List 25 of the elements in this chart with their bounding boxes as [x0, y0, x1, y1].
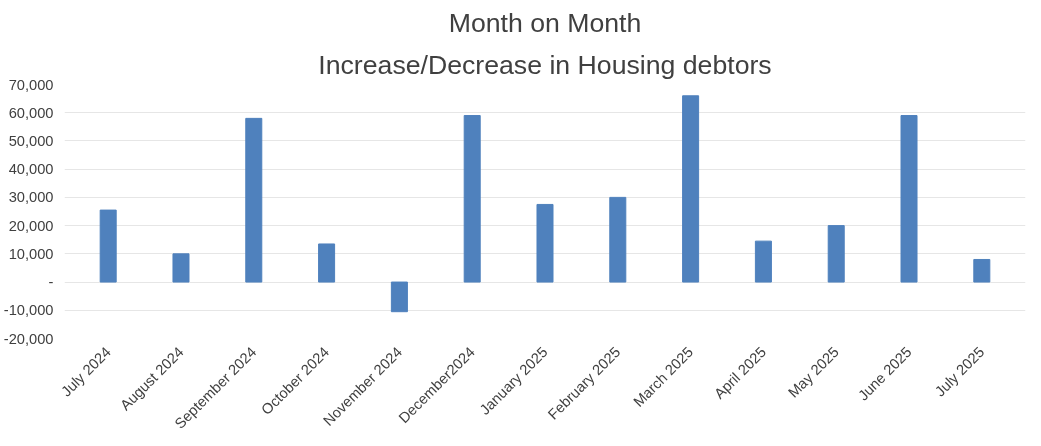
- bar: [754, 240, 772, 283]
- bar: [682, 95, 700, 283]
- bar: [99, 209, 117, 283]
- bar: [172, 253, 190, 283]
- bar: [827, 225, 845, 283]
- y-tick-label: 70,000: [8, 76, 54, 93]
- y-tick-label: -: [48, 274, 54, 291]
- bar: [609, 196, 627, 283]
- chart-title: Month on Month: [448, 7, 642, 38]
- bar: [900, 115, 918, 283]
- bar: [390, 281, 408, 313]
- bar: [536, 203, 554, 283]
- chart-subtitle: Increase/Decrease in Housing debtors: [318, 49, 772, 80]
- y-tick-label: 20,000: [8, 217, 54, 234]
- y-tick-label: -20,000: [3, 330, 54, 347]
- bar: [318, 243, 336, 283]
- y-tick-label: 50,000: [8, 132, 54, 149]
- y-tick-label: 10,000: [8, 245, 54, 262]
- bar: [245, 117, 263, 283]
- y-tick-label: -10,000: [3, 302, 54, 319]
- y-tick-label: 60,000: [8, 104, 54, 121]
- y-tick-label: 40,000: [8, 161, 54, 178]
- bar: [973, 258, 991, 283]
- bar: [463, 115, 481, 283]
- y-tick-label: 30,000: [8, 189, 54, 206]
